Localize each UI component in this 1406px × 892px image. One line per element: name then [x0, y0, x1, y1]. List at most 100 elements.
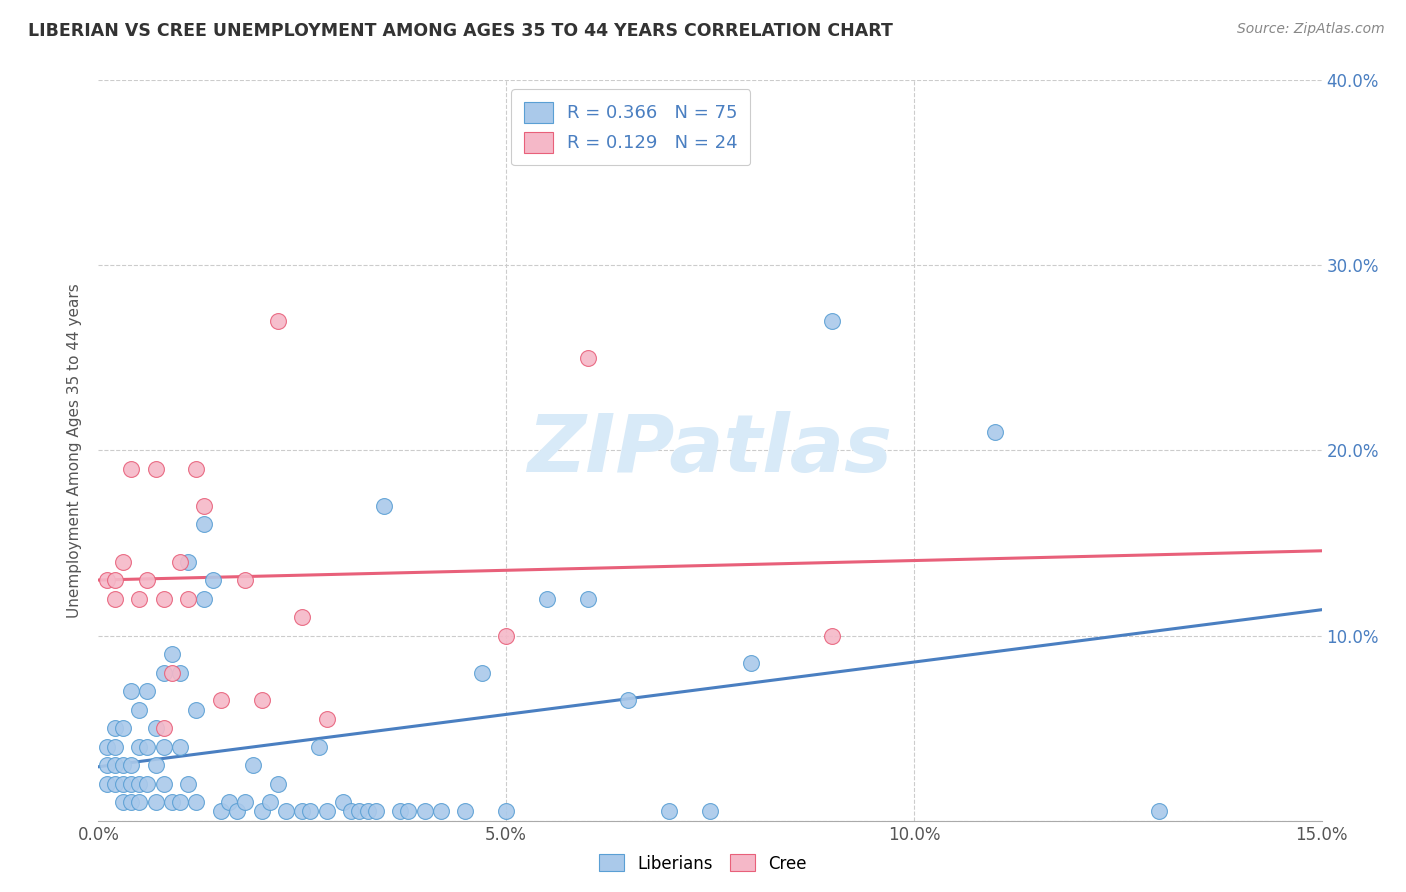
Point [267, 776, 290, 791]
Point [136, 739, 159, 754]
Point [177, 776, 200, 791]
Point [96, 776, 118, 791]
Point [169, 554, 191, 569]
Point [699, 805, 721, 819]
Point [145, 462, 167, 476]
Point [274, 805, 297, 819]
Point [209, 693, 232, 707]
Point [111, 776, 134, 791]
Point [308, 739, 330, 754]
Point [104, 573, 127, 587]
Point [315, 712, 337, 726]
Point [495, 628, 517, 642]
Point [152, 591, 174, 606]
Text: LIBERIAN VS CREE UNEMPLOYMENT AMONG AGES 35 TO 44 YEARS CORRELATION CHART: LIBERIAN VS CREE UNEMPLOYMENT AMONG AGES… [28, 22, 893, 40]
Point [96, 758, 118, 772]
Point [177, 591, 200, 606]
Point [193, 591, 215, 606]
Point [169, 665, 191, 680]
Point [218, 795, 240, 809]
Point [364, 805, 387, 819]
Point [160, 665, 183, 680]
Point [413, 805, 436, 819]
Point [111, 758, 134, 772]
Point [152, 776, 174, 791]
Point [145, 721, 167, 735]
Point [111, 721, 134, 735]
Point [152, 721, 174, 735]
Point [128, 591, 150, 606]
Point [233, 795, 256, 809]
Point [396, 805, 419, 819]
Point [145, 795, 167, 809]
Point [160, 795, 183, 809]
Point [120, 776, 142, 791]
Point [136, 573, 159, 587]
Point [821, 628, 844, 642]
Point [186, 703, 208, 717]
Point [136, 684, 159, 698]
Point [821, 314, 844, 328]
Point [209, 805, 232, 819]
Point [120, 684, 142, 698]
Point [96, 573, 118, 587]
Point [389, 805, 412, 819]
Point [136, 776, 159, 791]
Text: ZIPatlas: ZIPatlas [527, 411, 893, 490]
Point [104, 591, 127, 606]
Point [332, 795, 354, 809]
Point [152, 665, 174, 680]
Point [242, 758, 264, 772]
Legend: R = 0.366   N = 75, R = 0.129   N = 24: R = 0.366 N = 75, R = 0.129 N = 24 [512, 89, 751, 165]
Point [349, 805, 371, 819]
Point [169, 795, 191, 809]
Point [617, 693, 640, 707]
Point [96, 739, 118, 754]
Point [454, 805, 477, 819]
Point [291, 805, 314, 819]
Point [104, 776, 127, 791]
Point [250, 805, 273, 819]
Point [193, 499, 215, 513]
Point [120, 758, 142, 772]
Point [186, 795, 208, 809]
Point [495, 805, 517, 819]
Point [1147, 805, 1170, 819]
Point [111, 554, 134, 569]
Point [111, 795, 134, 809]
Y-axis label: Unemployment Among Ages 35 to 44 years: Unemployment Among Ages 35 to 44 years [67, 283, 83, 618]
Point [430, 805, 453, 819]
Point [160, 647, 183, 661]
Point [536, 591, 558, 606]
Point [128, 703, 150, 717]
Point [233, 573, 256, 587]
Point [299, 805, 322, 819]
Point [128, 795, 150, 809]
Point [193, 517, 215, 532]
Point [226, 805, 249, 819]
Point [104, 739, 127, 754]
Point [201, 573, 224, 587]
Point [186, 462, 208, 476]
Point [169, 739, 191, 754]
Point [291, 610, 314, 624]
Point [152, 739, 174, 754]
Point [145, 758, 167, 772]
Point [340, 805, 363, 819]
Point [177, 554, 200, 569]
Point [104, 721, 127, 735]
Point [471, 665, 494, 680]
Point [315, 805, 337, 819]
Point [120, 795, 142, 809]
Point [104, 758, 127, 772]
Point [576, 351, 599, 365]
Point [267, 314, 290, 328]
Point [984, 425, 1007, 439]
Point [576, 591, 599, 606]
Point [356, 805, 378, 819]
Text: Source: ZipAtlas.com: Source: ZipAtlas.com [1237, 22, 1385, 37]
Legend: Liberians, Cree: Liberians, Cree [593, 847, 813, 880]
Point [128, 776, 150, 791]
Point [373, 499, 395, 513]
Point [259, 795, 281, 809]
